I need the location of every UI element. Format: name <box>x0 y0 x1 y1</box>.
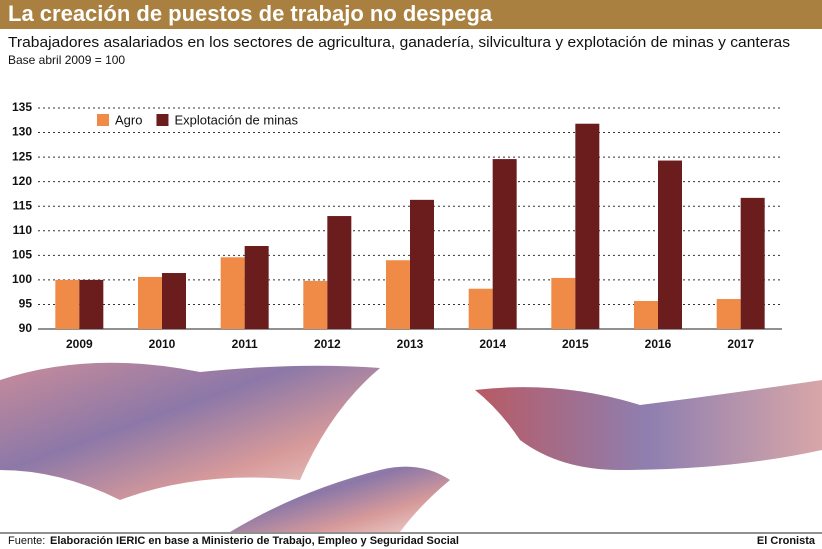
bar <box>138 276 162 329</box>
source: Elaboración IERIC en base a Ministerio d… <box>50 535 459 547</box>
banknote <box>475 380 822 470</box>
bar <box>492 159 517 329</box>
y-tick-label: 125 <box>12 149 32 163</box>
y-tick-label: 120 <box>12 174 32 188</box>
banknote <box>230 466 450 532</box>
y-tick-label: 110 <box>13 223 33 237</box>
y-tick-label: 95 <box>19 297 33 311</box>
bar <box>55 279 80 329</box>
publisher: El Cronista <box>757 535 816 547</box>
y-tick-label: 130 <box>12 125 32 139</box>
bar <box>716 299 741 329</box>
source-label: Fuente: <box>8 535 45 547</box>
bar <box>575 123 600 330</box>
y-tick-label: 115 <box>13 198 33 212</box>
x-tick-label: 2013 <box>397 337 424 351</box>
legend-label: Explotación de minas <box>174 112 298 127</box>
bar <box>634 301 658 329</box>
bar <box>162 273 186 329</box>
bar <box>468 288 493 329</box>
banknotes <box>0 362 822 532</box>
legend-swatch <box>156 114 169 126</box>
x-tick-label: 2016 <box>645 337 672 351</box>
bar <box>658 160 682 329</box>
bar <box>386 260 410 329</box>
bar <box>79 279 104 329</box>
subtitle: Trabajadores asalariados en los sectores… <box>8 34 790 51</box>
bar <box>303 280 328 329</box>
chart-title: La creación de puestos de trabajo no des… <box>8 1 493 26</box>
bar <box>551 277 576 329</box>
x-tick-label: 2014 <box>479 337 506 351</box>
y-tick-label: 135 <box>12 100 32 114</box>
bar <box>740 197 765 329</box>
bar <box>220 257 245 329</box>
y-tick-label: 100 <box>12 272 32 286</box>
x-tick-label: 2017 <box>727 337 754 351</box>
x-tick-label: 2009 <box>66 337 93 351</box>
x-tick-label: 2010 <box>149 337 176 351</box>
bar <box>410 199 434 329</box>
x-tick-label: 2011 <box>232 337 258 351</box>
legend-label: Agro <box>115 112 142 127</box>
title-band <box>0 0 822 29</box>
x-tick-label: 2012 <box>314 337 341 351</box>
bar <box>327 216 352 329</box>
note: Base abril 2009 = 100 <box>8 53 125 67</box>
y-tick-label: 105 <box>12 248 32 262</box>
x-tick-label: 2015 <box>562 337 589 351</box>
banknote <box>0 362 380 500</box>
y-tick-label: 90 <box>19 321 33 335</box>
legend-swatch <box>97 114 109 126</box>
bar <box>244 246 269 329</box>
